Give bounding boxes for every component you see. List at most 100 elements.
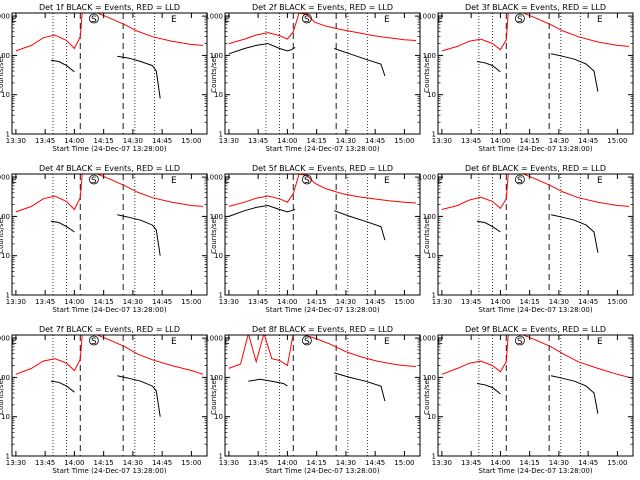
y-axis-label: Counts/sec <box>210 54 218 93</box>
events-series <box>228 204 386 241</box>
panel-title: Det 4f BLACK = Events, RED = LLD <box>39 164 180 173</box>
plot-frame <box>224 173 421 296</box>
series-line-segment-2 <box>550 214 599 253</box>
series-line-segment-2 <box>117 375 161 417</box>
x-axis-label: Start Time (24-Dec-07 13:28:00) <box>478 306 592 314</box>
y-tick-label: 1 <box>6 292 10 300</box>
x-axis-label: Start Time (24-Dec-07 13:28:00) <box>478 467 592 475</box>
events-series <box>476 53 599 92</box>
marker-circle <box>301 335 312 346</box>
x-tick-label: 15:00 <box>607 137 627 145</box>
series-line-segment-1 <box>476 220 501 233</box>
plot-frame <box>224 334 421 457</box>
y-tick-label: 100 <box>423 213 436 221</box>
y-axis-label: Counts/sec <box>210 376 218 415</box>
y-tick-label: 10 <box>1 413 10 421</box>
x-tick-label: 14:15 <box>94 298 114 306</box>
x-tick-label: 14:45 <box>578 137 598 145</box>
phase-marker-3: E <box>171 15 177 25</box>
series-line-segment-1 <box>441 174 630 210</box>
series-line-segment-1 <box>228 335 417 369</box>
x-tick-label: 14:15 <box>520 459 540 467</box>
panel-title: Det 2f BLACK = Events, RED = LLD <box>252 3 393 12</box>
series-line-segment-1 <box>228 13 417 45</box>
x-tick-label: 13:45 <box>248 298 268 306</box>
phase-marker-3: E <box>597 176 603 186</box>
x-tick-label: 13:45 <box>35 298 55 306</box>
x-tick-label: 13:45 <box>461 137 481 145</box>
lld-series <box>441 174 630 210</box>
x-tick-label: 14:00 <box>277 137 297 145</box>
panel-title: Det 5f BLACK = Events, RED = LLD <box>252 164 393 173</box>
phase-marker-2: S <box>517 337 523 347</box>
x-tick-label: 14:00 <box>490 137 510 145</box>
plot-frame <box>11 334 208 457</box>
y-tick-label: 1000 <box>0 174 10 182</box>
phase-marker-2: S <box>91 337 97 347</box>
y-tick-label: 10 <box>1 252 10 260</box>
x-tick-label: 14:00 <box>277 298 297 306</box>
x-tick-label: 14:30 <box>336 137 356 145</box>
y-axis-label: Counts/sec <box>423 215 431 254</box>
phase-marker-3: E <box>597 337 603 347</box>
phase-marker-3: E <box>597 15 603 25</box>
lld-series <box>441 335 630 378</box>
y-axis-label: Counts/sec <box>423 54 431 93</box>
x-tick-label: 14:45 <box>578 459 598 467</box>
x-axis-label: Start Time (24-Dec-07 13:28:00) <box>265 306 379 314</box>
x-tick-label: 13:45 <box>35 459 55 467</box>
lld-series <box>228 13 417 45</box>
series-line-segment-1 <box>228 204 296 217</box>
phase-marker-3: E <box>171 176 177 186</box>
events-series <box>228 43 386 77</box>
x-tick-label: 13:30 <box>432 137 452 145</box>
y-axis-label: Counts/sec <box>0 376 5 415</box>
x-tick-label: 13:30 <box>219 459 239 467</box>
x-tick-label: 15:00 <box>181 459 201 467</box>
plot-frame <box>437 334 634 457</box>
phase-marker-3: E <box>384 337 390 347</box>
panel-title: Det 8f BLACK = Events, RED = LLD <box>252 325 393 334</box>
x-tick-label: 14:30 <box>123 137 143 145</box>
series-line-segment-1 <box>441 13 630 52</box>
x-tick-label: 14:15 <box>307 459 327 467</box>
phase-marker-2: S <box>304 15 310 25</box>
y-tick-label: 10 <box>214 252 223 260</box>
x-tick-label: 13:45 <box>461 298 481 306</box>
y-tick-label: 10 <box>214 91 223 99</box>
series-line-segment-1 <box>476 383 501 395</box>
y-tick-label: 10 <box>427 91 436 99</box>
phase-marker-2: S <box>91 15 97 25</box>
x-tick-label: 13:45 <box>461 459 481 467</box>
phase-marker-3: E <box>384 15 390 25</box>
y-tick-label: 100 <box>0 213 10 221</box>
x-tick-label: 13:30 <box>219 137 239 145</box>
x-tick-label: 15:00 <box>607 298 627 306</box>
series-line-segment-2 <box>334 372 386 402</box>
lld-series <box>15 335 204 375</box>
x-tick-label: 14:45 <box>152 459 172 467</box>
x-tick-label: 14:15 <box>520 298 540 306</box>
plot-frame <box>224 12 421 135</box>
x-axis-label: Start Time (24-Dec-07 13:28:00) <box>52 145 166 153</box>
marker-circle <box>515 174 525 185</box>
x-tick-label: 14:15 <box>94 459 114 467</box>
series-line-segment-2 <box>117 55 161 99</box>
plot-frame <box>437 173 634 296</box>
marker-circle <box>515 13 525 24</box>
marker-circle <box>301 174 312 185</box>
plot-frame <box>437 12 634 135</box>
series-line-segment-1 <box>50 59 75 73</box>
panel-title: Det 3f BLACK = Events, RED = LLD <box>465 3 606 12</box>
x-tick-label: 13:30 <box>432 298 452 306</box>
series-line-segment-1 <box>248 378 288 387</box>
lld-series <box>441 13 630 52</box>
plot-frame <box>11 12 208 135</box>
lld-series <box>228 174 417 207</box>
x-tick-label: 14:30 <box>336 459 356 467</box>
y-tick-label: 1 <box>6 453 10 461</box>
x-tick-label: 13:30 <box>219 298 239 306</box>
